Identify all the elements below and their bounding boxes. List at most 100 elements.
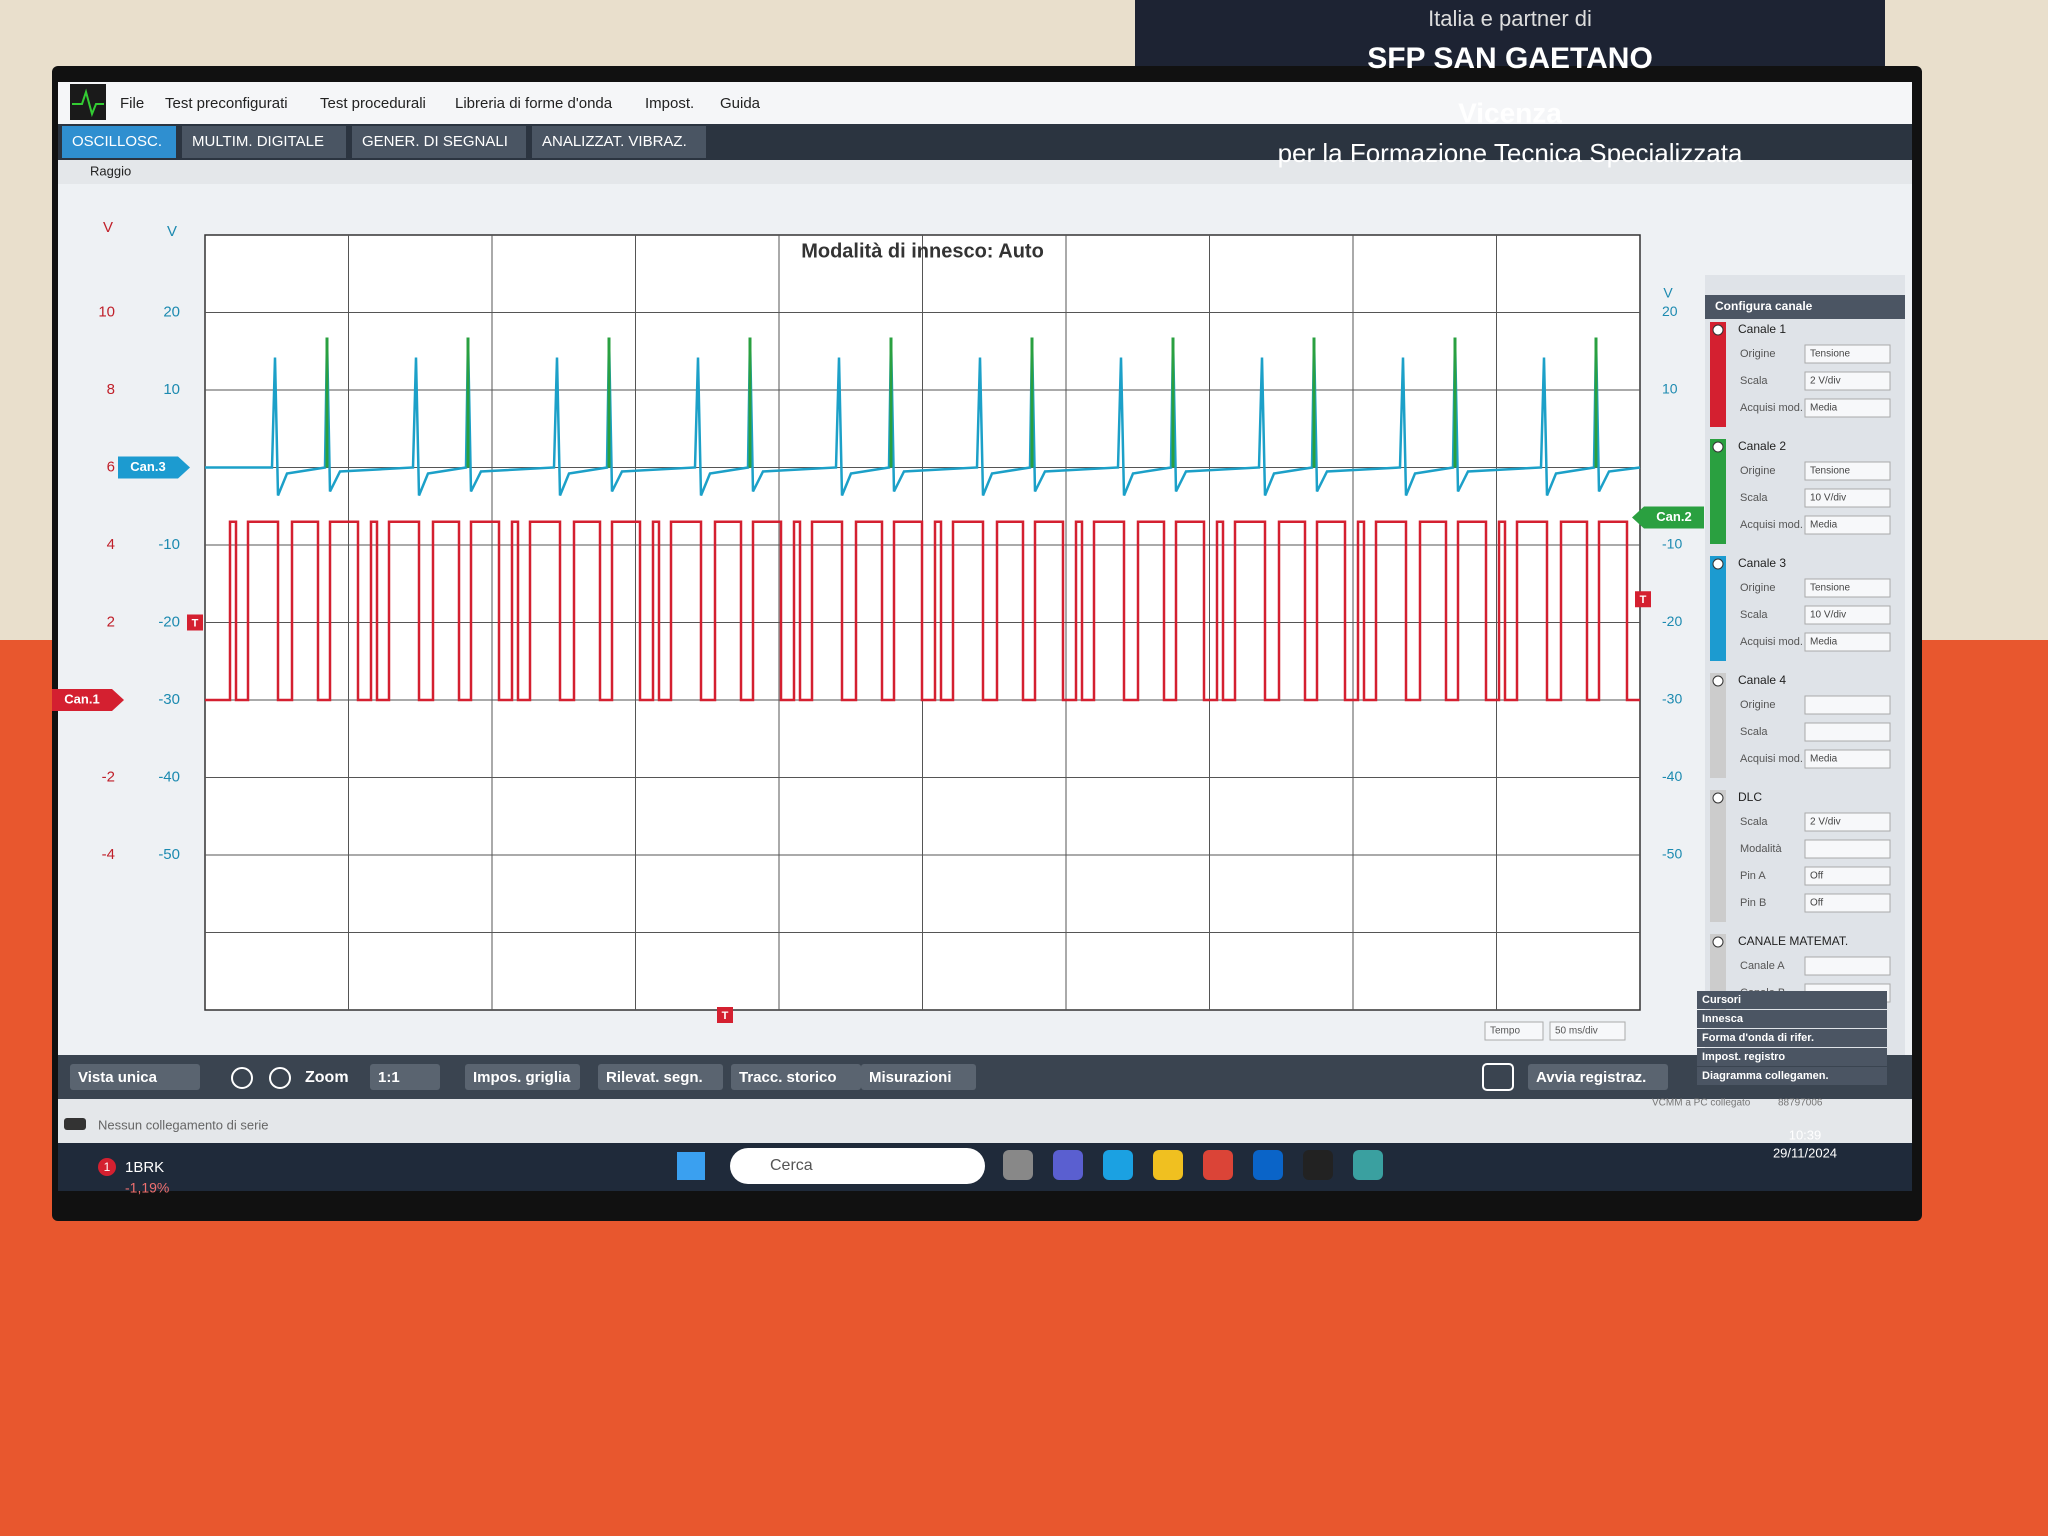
trigger-marker: [187, 614, 203, 631]
panel-title: Configura canale: [1715, 299, 1813, 313]
record-button[interactable]: [1528, 1064, 1668, 1090]
taskbar-app[interactable]: [1003, 1150, 1033, 1180]
sign-text: per la Formazione Tecnica Specializzata: [1278, 138, 1743, 168]
menu-item[interactable]: Test procedurali: [320, 95, 426, 112]
car-icon: [64, 1118, 86, 1130]
right-tick-label: -20: [1662, 613, 1682, 629]
panel-section[interactable]: [1697, 1010, 1887, 1028]
axis-unit: V: [1663, 285, 1673, 301]
time-dropdown[interactable]: [1549, 1021, 1626, 1041]
field-dropdown[interactable]: [1804, 461, 1891, 481]
toolbar-button[interactable]: [861, 1064, 976, 1090]
field-dropdown[interactable]: [1804, 371, 1891, 391]
field-dropdown[interactable]: [1804, 488, 1891, 508]
tab[interactable]: [532, 126, 706, 158]
right-tick-label: -10: [1662, 536, 1682, 552]
search-box[interactable]: [730, 1148, 985, 1184]
sign-text: Italia e partner di: [1428, 6, 1592, 31]
tab[interactable]: [62, 126, 176, 158]
taskbar-app[interactable]: [1353, 1150, 1383, 1180]
field-dropdown[interactable]: [1804, 344, 1891, 364]
field-dropdown[interactable]: [1804, 632, 1891, 652]
taskbar-app[interactable]: [1303, 1150, 1333, 1180]
zoom-out[interactable]: [269, 1067, 291, 1089]
panel-section-label[interactable]: Innesca: [1702, 1013, 1744, 1025]
field-dropdown[interactable]: [1804, 812, 1891, 832]
start-button[interactable]: [677, 1152, 705, 1180]
menu-item[interactable]: Guida: [720, 95, 761, 112]
red-tick-label: 4: [107, 536, 115, 553]
field-dropdown[interactable]: [1804, 866, 1891, 886]
channel-toggle[interactable]: [1712, 792, 1724, 804]
badge: [98, 1158, 116, 1176]
zoom-select[interactable]: [370, 1064, 440, 1090]
field-value: Media: [1810, 754, 1838, 765]
channel-toggle[interactable]: [1712, 675, 1724, 687]
panel-section-label[interactable]: Impost. registro: [1702, 1051, 1785, 1063]
tab-label[interactable]: ANALIZZAT. VIBRAZ.: [542, 133, 687, 150]
field-dropdown[interactable]: [1804, 695, 1891, 715]
channel-toggle[interactable]: [1712, 558, 1724, 570]
menu-item[interactable]: Libreria di forme d'onda: [455, 95, 613, 112]
menu-item[interactable]: File: [120, 95, 144, 112]
taskbar-app[interactable]: [1253, 1150, 1283, 1180]
taskbar-app[interactable]: [1103, 1150, 1133, 1180]
toolbar-button-label[interactable]: Misurazioni: [869, 1069, 952, 1086]
field-dropdown[interactable]: [1804, 749, 1891, 769]
toolbar-button-label[interactable]: Impos. griglia: [473, 1069, 571, 1086]
stock-name: 1BRK: [125, 1159, 164, 1176]
field-dropdown[interactable]: [1804, 398, 1891, 418]
panel-section[interactable]: [1697, 1067, 1887, 1085]
toolbar-button[interactable]: [731, 1064, 861, 1090]
blue-tick-label: -40: [158, 768, 180, 785]
field-dropdown[interactable]: [1804, 893, 1891, 913]
panel-section-label[interactable]: Diagramma collegamen.: [1702, 1070, 1829, 1082]
panel-section[interactable]: [1697, 991, 1887, 1009]
taskbar-app[interactable]: [1203, 1150, 1233, 1180]
status-bar: [58, 1099, 1912, 1143]
zoom-in[interactable]: [231, 1067, 253, 1089]
right-tick-label: -50: [1662, 846, 1682, 862]
field-dropdown[interactable]: [1804, 578, 1891, 598]
toolbar-button[interactable]: [598, 1064, 723, 1090]
taskbar-app[interactable]: [1053, 1150, 1083, 1180]
field-dropdown[interactable]: [1804, 956, 1891, 976]
blue-tick-label: -20: [158, 613, 180, 630]
menu-item[interactable]: Impost.: [645, 95, 694, 112]
toolbar-button-label[interactable]: Tracc. storico: [739, 1069, 837, 1086]
channel-marker: [1632, 506, 1704, 529]
panel-section-label[interactable]: Cursori: [1702, 994, 1741, 1006]
view-button[interactable]: [70, 1064, 200, 1090]
zoom-select-label[interactable]: 1:1: [378, 1069, 400, 1086]
channel-name: Canale 3: [1738, 556, 1786, 570]
trigger-label: T: [722, 1010, 729, 1022]
taskbar-app[interactable]: [1153, 1150, 1183, 1180]
channel-toggle[interactable]: [1712, 936, 1724, 948]
channel-toggle[interactable]: [1712, 324, 1724, 336]
record-button-label[interactable]: Avvia registraz.: [1536, 1069, 1646, 1086]
taskbar: [58, 1143, 1912, 1191]
menu-bar: [58, 82, 1912, 124]
camera-button[interactable]: [1482, 1063, 1514, 1091]
channel-toggle[interactable]: [1712, 441, 1724, 453]
panel-section[interactable]: [1697, 1029, 1887, 1047]
tab[interactable]: [182, 126, 346, 158]
search-text[interactable]: Cerca: [770, 1157, 813, 1174]
field-dropdown[interactable]: [1804, 722, 1891, 742]
toolbar-button[interactable]: [465, 1064, 580, 1090]
field-dropdown[interactable]: [1804, 839, 1891, 859]
tab[interactable]: [352, 126, 526, 158]
panel-section-label[interactable]: Forma d'onda di rifer.: [1702, 1032, 1814, 1044]
tab-label[interactable]: OSCILLOSC.: [72, 133, 162, 150]
channel-marker-label: Can.3: [130, 459, 165, 474]
field-dropdown[interactable]: [1804, 515, 1891, 535]
tab-label[interactable]: MULTIM. DIGITALE: [192, 133, 324, 150]
panel-section[interactable]: [1697, 1048, 1887, 1066]
blue-tick-label: -30: [158, 691, 180, 708]
menu-item[interactable]: Test preconfigurati: [165, 95, 288, 112]
time-dropdown[interactable]: [1484, 1021, 1544, 1041]
toolbar-button-label[interactable]: Rilevat. segn.: [606, 1069, 703, 1086]
view-button-label[interactable]: Vista unica: [78, 1069, 158, 1086]
tab-label[interactable]: GENER. DI SEGNALI: [362, 133, 508, 150]
field-dropdown[interactable]: [1804, 605, 1891, 625]
